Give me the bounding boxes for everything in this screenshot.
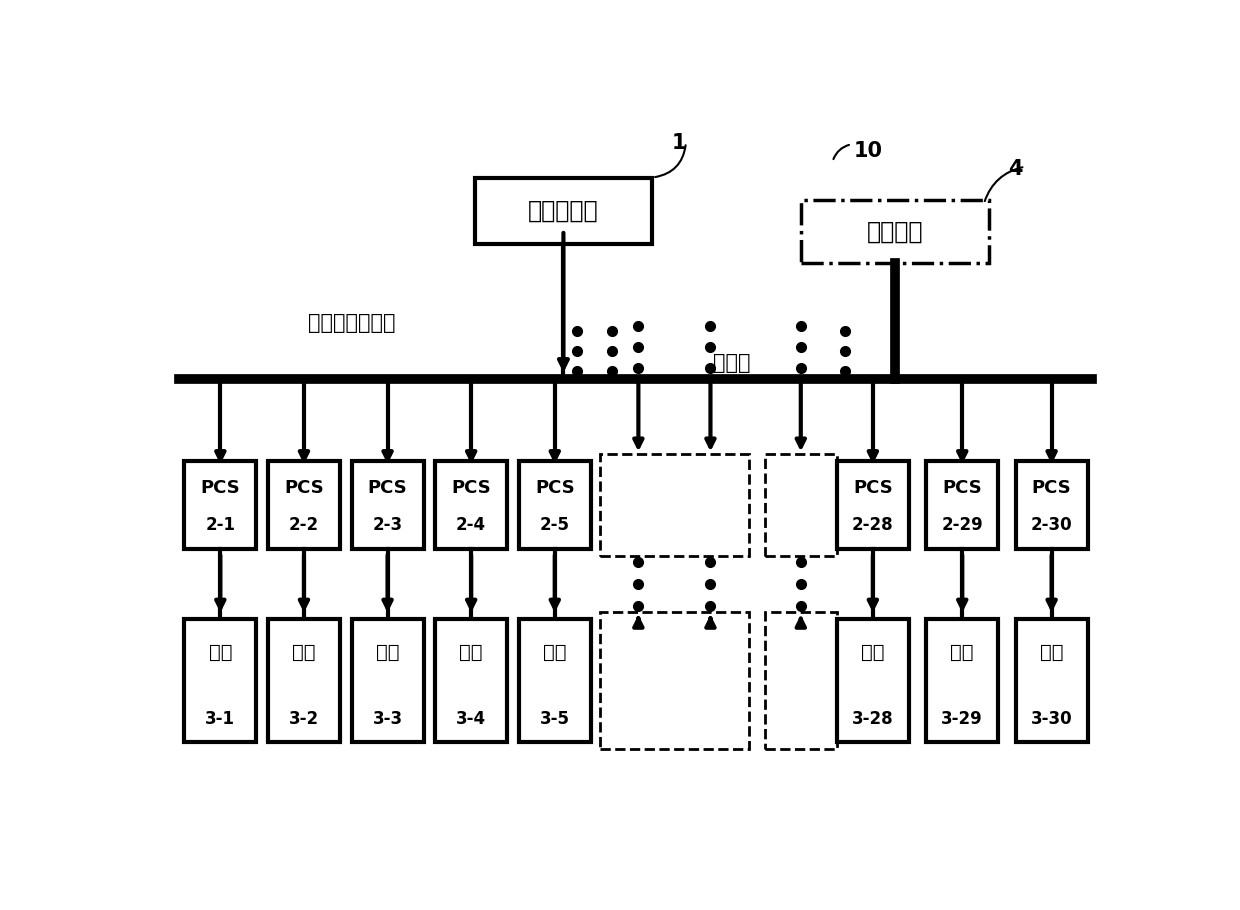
Text: 2-28: 2-28 <box>852 516 894 534</box>
Text: 3-3: 3-3 <box>372 710 403 728</box>
Bar <box>518 461 590 549</box>
Bar <box>185 461 257 549</box>
Bar <box>475 177 652 244</box>
Bar <box>268 619 340 742</box>
Text: 3-2: 3-2 <box>289 710 319 728</box>
Text: 电池: 电池 <box>1040 642 1064 662</box>
Bar <box>926 461 998 549</box>
Text: 10: 10 <box>853 141 883 161</box>
Text: PCS: PCS <box>201 479 241 497</box>
Text: 电池: 电池 <box>459 642 482 662</box>
Text: 电池: 电池 <box>376 642 399 662</box>
Text: 2-1: 2-1 <box>206 516 236 534</box>
Text: 3-30: 3-30 <box>1030 710 1073 728</box>
Bar <box>926 619 998 742</box>
Bar <box>1016 619 1087 742</box>
Bar <box>1016 461 1087 549</box>
Text: 充放电功率指令: 充放电功率指令 <box>309 313 396 333</box>
Text: 3-1: 3-1 <box>206 710 236 728</box>
Text: 3-29: 3-29 <box>941 710 983 728</box>
Text: 电池控制器: 电池控制器 <box>528 198 599 223</box>
Text: 2-30: 2-30 <box>1030 516 1073 534</box>
Bar <box>185 619 257 742</box>
Bar <box>268 461 340 549</box>
Text: 电力系统: 电力系统 <box>867 220 924 244</box>
Bar <box>765 454 837 556</box>
Text: 3-4: 3-4 <box>456 710 486 728</box>
Text: 电池: 电池 <box>208 642 232 662</box>
Text: PCS: PCS <box>451 479 491 497</box>
Bar <box>837 461 909 549</box>
Text: 主电路: 主电路 <box>713 353 750 373</box>
Text: PCS: PCS <box>284 479 324 497</box>
Text: 4: 4 <box>1008 159 1023 179</box>
Text: 3-5: 3-5 <box>539 710 569 728</box>
Text: 电池: 电池 <box>293 642 316 662</box>
Text: 3-28: 3-28 <box>852 710 894 728</box>
Bar <box>837 619 909 742</box>
Bar <box>600 454 749 556</box>
Text: 2-29: 2-29 <box>941 516 983 534</box>
Text: PCS: PCS <box>942 479 982 497</box>
Text: 电池: 电池 <box>543 642 567 662</box>
Bar <box>351 619 424 742</box>
Bar <box>435 461 507 549</box>
Text: 2-5: 2-5 <box>539 516 569 534</box>
Bar <box>435 619 507 742</box>
Bar <box>600 612 749 749</box>
Text: 1: 1 <box>672 133 686 153</box>
Text: PCS: PCS <box>368 479 408 497</box>
Text: PCS: PCS <box>1032 479 1071 497</box>
Text: PCS: PCS <box>853 479 893 497</box>
Bar <box>801 200 988 263</box>
Text: 2-4: 2-4 <box>456 516 486 534</box>
Text: 电池: 电池 <box>861 642 884 662</box>
Text: 2-2: 2-2 <box>289 516 319 534</box>
Text: PCS: PCS <box>534 479 574 497</box>
Text: 2-3: 2-3 <box>372 516 403 534</box>
Bar <box>518 619 590 742</box>
Bar <box>765 612 837 749</box>
Bar <box>351 461 424 549</box>
Text: 电池: 电池 <box>951 642 973 662</box>
